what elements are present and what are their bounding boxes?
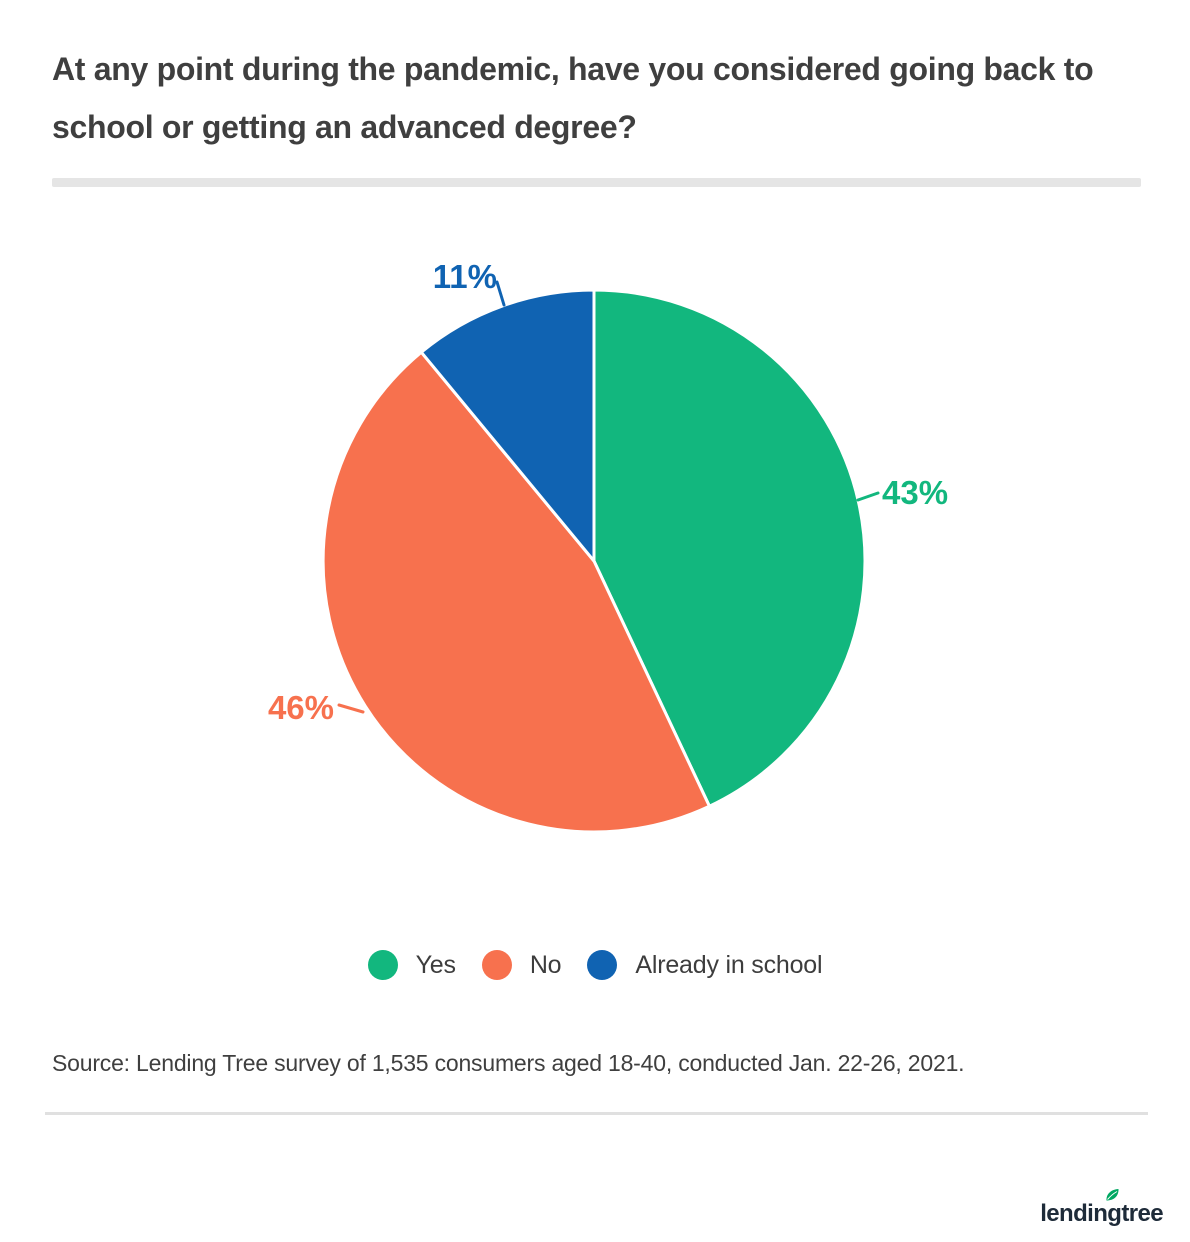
legend-label-already-in-school: Already in school [635,950,823,979]
legend-dot-yes [367,950,398,980]
pct-label-already-in-school: 11% [433,258,497,295]
pct-label-yes: 43% [882,474,948,511]
legend-item-already-in-school: Already in school [587,950,823,980]
chart-title: At any point during the pandemic, have y… [52,51,1094,145]
source-note: Source: Lending Tree survey of 1,535 con… [52,1050,965,1076]
legend-label-no: No [529,950,562,979]
pie-slice-no [321,350,711,834]
legend-dot-no [481,950,512,980]
pie-slice-already-in-school [419,288,596,563]
leader-line-no [337,703,365,714]
pie-slices [321,288,867,834]
pct-label-no: 46% [268,689,334,726]
legend: Yes No Already in school [0,950,1190,980]
legend-item-yes: Yes [367,950,456,980]
title-divider [52,178,1141,187]
lendingtree-logo: lendingtree [1040,1189,1164,1228]
pie-chart: 43% 46% 11% [268,258,948,834]
leader-line-already-in-school [495,280,506,307]
legend-item-no: No [481,950,562,980]
leaf-icon [1106,1189,1119,1201]
lendingtree-logo-text: lendingtree [1040,1200,1163,1227]
pie-slice-yes [592,288,867,808]
legend-label-yes: Yes [415,950,456,979]
legend-dot-already-in-school [587,950,618,980]
bottom-divider [45,1112,1148,1115]
leader-line-yes [856,491,880,502]
